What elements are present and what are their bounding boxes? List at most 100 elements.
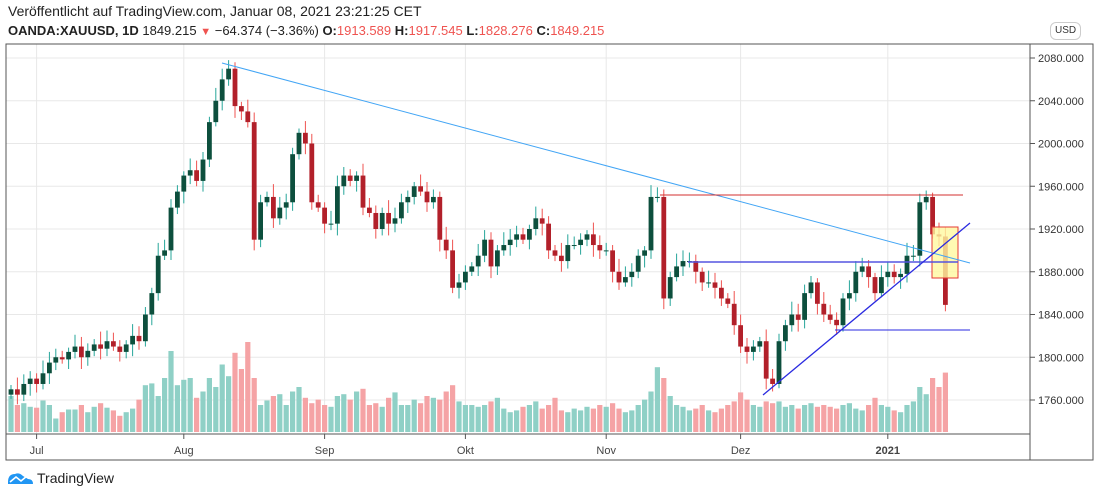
price-axis[interactable]: 2080.000 2040.000 2000.000 1960.000 1920.000… <box>1030 53 1084 407</box>
currency-badge[interactable]: USD <box>1050 22 1082 40</box>
candle-body <box>79 346 84 358</box>
volume-bar <box>174 385 180 432</box>
candle-body <box>706 282 711 284</box>
volume-bar <box>827 406 833 432</box>
candle-body <box>527 229 532 240</box>
volume-bar <box>232 352 238 432</box>
volume-bar <box>398 405 404 432</box>
volume-bar <box>8 396 14 432</box>
tradingview-logo[interactable]: TradingView <box>6 470 114 486</box>
volume-bar <box>795 408 801 432</box>
candle-body <box>437 196 443 240</box>
candle-body <box>207 122 212 160</box>
volume-bar <box>866 405 872 432</box>
last-price: 1849.215 <box>142 23 197 38</box>
volume-bar <box>418 403 424 432</box>
time-tick-label: Nov <box>596 445 616 457</box>
candle-body <box>149 293 155 315</box>
volume-bar <box>456 401 462 432</box>
volume-bar <box>270 396 276 432</box>
candle-body <box>162 250 167 256</box>
time-axis[interactable]: Jul Aug Sep Okt Nov Dez 2021 <box>30 434 900 457</box>
trendline-downtrend[interactable] <box>221 62 971 264</box>
volume-bar <box>840 405 846 432</box>
volume-bar <box>648 391 654 432</box>
candle-body <box>296 132 302 155</box>
volume-bar <box>731 401 737 432</box>
open-label: O: <box>322 23 337 38</box>
volume-bar <box>776 401 782 432</box>
volume-bar <box>539 408 545 432</box>
candle-body <box>667 277 673 299</box>
volume-bar <box>142 385 148 432</box>
volume-bar <box>40 400 46 432</box>
candle-body <box>277 207 283 219</box>
volume-bar <box>808 403 814 432</box>
volume-bar <box>546 405 552 432</box>
candle-body <box>783 325 788 342</box>
candle-body <box>655 196 660 198</box>
volume-bar <box>296 387 302 432</box>
volume-bar <box>930 378 936 432</box>
high-value: 1917.545 <box>408 23 463 38</box>
high-label: H: <box>394 23 409 38</box>
candle-body <box>635 255 641 272</box>
volume-bar <box>424 396 430 432</box>
candle-body <box>251 122 257 240</box>
volume-bar <box>661 378 667 432</box>
candle-body <box>130 335 135 345</box>
volume-bar <box>520 406 526 432</box>
volume-bar <box>443 391 449 432</box>
candle-body <box>827 314 833 320</box>
volume-bar <box>789 405 795 432</box>
volume-bar <box>693 408 699 432</box>
candle-body <box>629 271 635 278</box>
candle-body <box>309 143 315 203</box>
price-tick-label: 2080.000 <box>1038 53 1084 65</box>
volume-bar <box>501 408 507 432</box>
time-tick-label: Aug <box>174 445 194 457</box>
candle-body <box>264 196 270 203</box>
open-value: 1913.589 <box>336 23 392 38</box>
candle-body <box>923 196 929 203</box>
volume-bar <box>290 391 296 432</box>
volume-bar <box>322 405 328 432</box>
volume-bar <box>85 412 91 432</box>
volume-bar <box>738 392 744 432</box>
candle-body <box>680 261 686 267</box>
volume-bar <box>674 405 680 432</box>
highlight-box[interactable] <box>931 226 959 279</box>
volume-bar <box>78 405 84 432</box>
uptrend-line[interactable] <box>762 222 971 396</box>
candle-body <box>213 100 219 123</box>
volume-bars <box>8 342 948 432</box>
volume-bar <box>430 397 436 432</box>
candle-body <box>693 261 699 272</box>
volume-bar <box>149 383 155 432</box>
candle-body <box>290 154 295 203</box>
candle-body <box>47 362 52 374</box>
volume-bar <box>53 418 59 432</box>
volume-bar <box>872 397 878 432</box>
candle-body <box>283 202 289 208</box>
volume-bar <box>571 408 577 432</box>
candle-body <box>239 106 244 112</box>
volume-bar <box>584 406 590 432</box>
candle-body <box>770 378 775 384</box>
brand-name: TradingView <box>37 470 115 486</box>
volume-bar <box>488 401 494 432</box>
volume-bar <box>494 397 500 432</box>
drawings[interactable] <box>221 62 971 396</box>
candle-body <box>751 346 756 352</box>
candle-body <box>354 175 359 181</box>
candle-body <box>322 207 327 224</box>
candle-body <box>616 271 622 283</box>
candle-body <box>271 196 276 219</box>
volume-bar <box>155 396 161 432</box>
candle-body <box>891 271 897 278</box>
volume-bar <box>219 364 225 432</box>
candle-body <box>795 314 801 320</box>
volume-bar <box>622 412 628 432</box>
candle-body <box>808 282 814 294</box>
